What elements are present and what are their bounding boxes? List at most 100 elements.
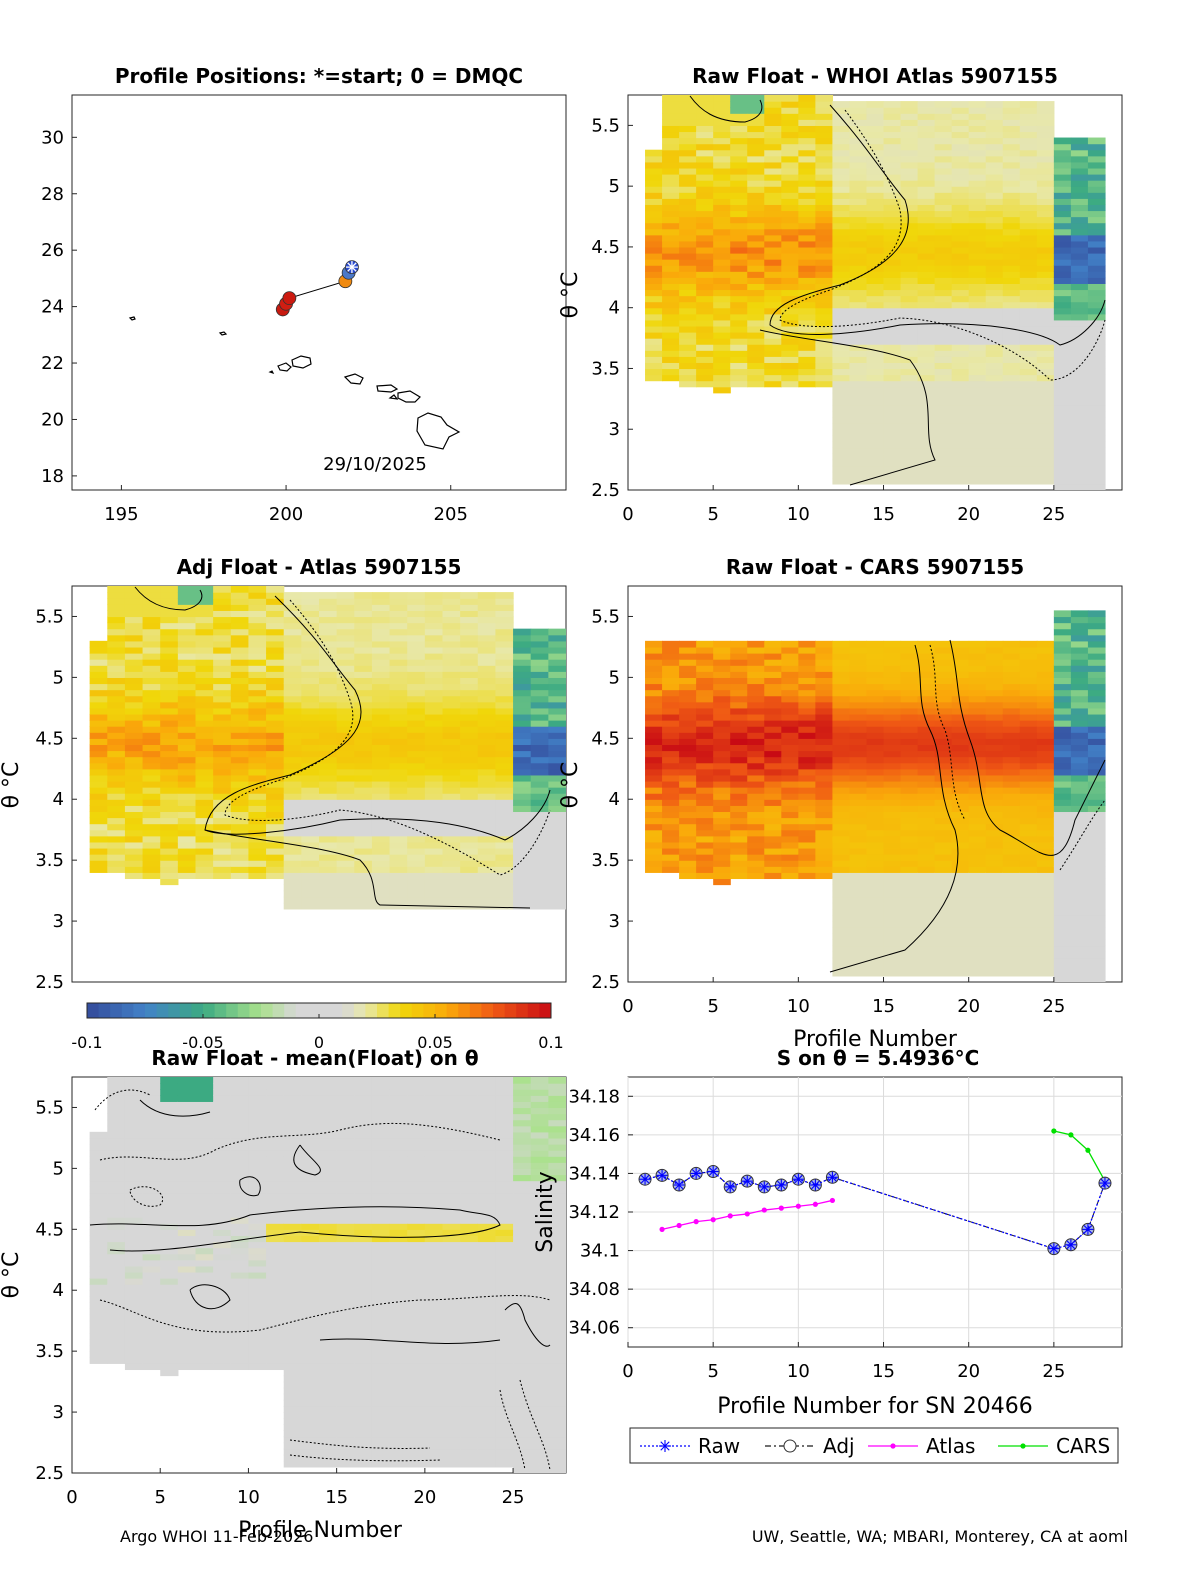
whoi-heat-cell <box>1053 386 1072 394</box>
whoi-heat-cell <box>832 119 851 126</box>
whoi-heat-cell <box>951 325 970 333</box>
adj-heat-cell <box>160 774 179 782</box>
whoi-heat-cell <box>679 167 697 175</box>
whoi-heat-cell <box>764 259 782 266</box>
adj-heat-cell <box>124 866 144 873</box>
whoi-heat-cell <box>747 338 765 345</box>
whoi-heat-cell <box>883 350 902 357</box>
cars-heat-cell <box>1087 823 1106 831</box>
cars-heat-cell <box>1053 653 1072 660</box>
adj-heat-cell <box>548 628 566 636</box>
cars-heat-cell <box>951 969 970 977</box>
mean-heat-cell <box>142 1247 161 1255</box>
cars-heat-cell <box>883 659 902 666</box>
cars-heat-cell <box>1019 787 1038 794</box>
cars-heat-cell <box>798 768 816 776</box>
whoi-heat-cell <box>900 325 919 333</box>
mean-heat-cell <box>230 1150 250 1157</box>
cars-heat-cell <box>832 896 851 904</box>
cars-heat-cell <box>696 659 714 666</box>
cars-heat-cell <box>1002 902 1021 910</box>
cars-heat-cell <box>1036 744 1055 752</box>
whoi-heat-cell <box>849 423 868 430</box>
cars-heat-cell <box>764 774 782 782</box>
whoi-heat-cell <box>730 289 748 297</box>
cars-heat-cell <box>849 780 868 788</box>
raw-whoi-ytick-label: 3.5 <box>591 358 620 379</box>
cars-heat-cell <box>696 671 714 678</box>
whoi-heat-cell <box>883 125 902 133</box>
mean-heat-cell <box>195 1125 214 1133</box>
mean-heat-cell <box>248 1174 267 1182</box>
whoi-heat-cell <box>1002 411 1021 418</box>
whoi-heat-cell <box>1070 429 1089 436</box>
adj-heat-cell <box>530 628 549 636</box>
whoi-heat-cell <box>645 289 663 297</box>
cars-heat-cell <box>730 780 748 788</box>
adj-heat-cell <box>548 847 566 855</box>
adj-atlas-ytick-label: 3 <box>53 911 64 932</box>
mean-heat-cell <box>248 1351 267 1358</box>
whoi-heat-cell <box>951 271 970 278</box>
cars-heat-cell <box>934 866 953 873</box>
colorbar-cell <box>284 1003 297 1018</box>
adj-heat-cell <box>213 628 232 636</box>
adj-heat-cell <box>177 872 197 880</box>
adj-heat-cell <box>407 646 426 654</box>
cars-heat-cell <box>764 823 782 831</box>
adj-heat-cell <box>124 841 144 849</box>
adj-heat-cell <box>548 799 566 806</box>
cars-heat-cell <box>968 793 987 800</box>
colorbar-cell <box>110 1003 123 1018</box>
whoi-heat-cell <box>679 161 697 169</box>
adj-heat-cell <box>424 628 444 636</box>
adj-heat-cell <box>213 750 232 758</box>
cars-heat-cell <box>696 866 714 873</box>
adj-heat-cell <box>548 884 566 892</box>
cars-heat-cell <box>968 860 987 867</box>
whoi-heat-cell <box>849 253 868 260</box>
cars-heat-cell <box>832 811 851 819</box>
mean-heat-cell <box>160 1235 179 1243</box>
adj-heat-cell <box>177 756 197 764</box>
adj-heat-cell <box>230 738 250 745</box>
cars-heat-cell <box>900 933 919 940</box>
adj-heat-cell <box>195 695 214 703</box>
whoi-heat-cell <box>713 131 731 139</box>
adj-heat-cell <box>460 653 479 660</box>
cars-heat-cell <box>832 890 851 898</box>
whoi-heat-cell <box>1002 477 1021 485</box>
mean-heat-cell <box>177 1168 197 1176</box>
cars-heat-cell <box>900 890 919 898</box>
whoi-heat-cell <box>1053 143 1072 151</box>
cars-heat-cell <box>730 738 748 745</box>
whoi-heat-cell <box>985 210 1004 218</box>
adj-heat-cell <box>336 829 355 837</box>
adj-heat-cell <box>460 762 479 770</box>
mean-heat-cell <box>160 1095 179 1102</box>
whoi-heat-cell <box>798 143 816 151</box>
cars-heat-cell <box>798 872 816 880</box>
whoi-heat-cell <box>1019 125 1038 133</box>
adj-heat-cell <box>442 732 461 739</box>
cars-heat-cell <box>917 902 936 910</box>
cars-heat-cell <box>696 689 714 697</box>
whoi-heat-cell <box>951 398 970 406</box>
cars-heat-cell <box>645 768 663 776</box>
adj-heat-cell <box>230 847 250 855</box>
mean-heat-cell <box>301 1101 320 1109</box>
mean-heat-cell <box>124 1156 144 1163</box>
mean-heat-cell <box>195 1357 214 1364</box>
mean-heat-cell <box>89 1198 108 1206</box>
whoi-heat-cell <box>747 186 765 193</box>
cars-heat-cell <box>832 695 851 703</box>
whoi-heat-cell <box>713 167 731 175</box>
cars-heat-cell <box>1087 854 1106 861</box>
cars-heat-cell <box>798 744 816 752</box>
adj-heat-cell <box>319 829 338 837</box>
whoi-heat-cell <box>662 192 680 199</box>
cars-heat-cell <box>951 951 970 959</box>
adj-heat-cell <box>283 677 302 685</box>
cars-heat-cell <box>968 927 987 934</box>
cars-heat-cell <box>934 914 953 922</box>
